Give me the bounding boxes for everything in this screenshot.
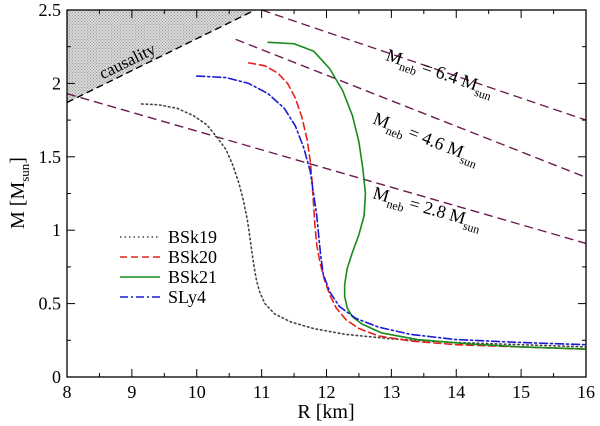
nebula-line-2 [67,93,586,245]
legend-label-sly4: SLy4 [168,287,206,307]
series-sly4 [195,75,586,346]
x-tick-label: 8 [63,382,72,402]
x-tick-label: 10 [188,382,206,402]
nebula-label-sub: sun [473,85,493,104]
nebula-label-2: Mneb = 2.8 Msun [370,183,484,237]
y-tick-label: 2.5 [39,0,62,20]
y-tick-label: 0 [52,367,61,387]
nebula-line-0 [261,10,586,121]
nebula-label-main: M [370,108,392,132]
y-axis-label-close: ] [7,157,29,164]
nebula-lines [67,10,586,245]
nebula-label-sub: neb [385,197,406,215]
nebula-label-0: Mneb = 6.4 Msun [382,45,496,104]
series-bsk21 [267,41,586,350]
y-tick-label: 1.5 [39,147,62,167]
causality-region [67,10,256,104]
y-axis-label-main: M [M [7,182,29,229]
y-axis-label: M [Msun] [7,157,32,229]
nebula-label-1: Mneb = 4.6 Msun [369,108,482,171]
nebula-label-sub: sun [458,152,479,171]
nebula-label-main: M [384,45,406,69]
y-tick-label: 0.5 [39,294,62,314]
series-bsk19 [140,103,586,348]
nebula-label-value: = 4.6 M [401,120,466,161]
nebula-label-value: = 2.8 M [403,192,468,228]
series-bsk20 [247,62,586,350]
x-tick-label: 9 [127,382,136,402]
y-axis-label-sub: sun [17,163,32,182]
y-tick-label: 1 [52,220,61,240]
y-tick-label: 2 [52,73,61,93]
legend-label-bsk20: BSk20 [168,247,217,267]
legend-label-bsk19: BSk19 [168,227,217,247]
x-axis-label: R [km] [297,401,354,423]
legend-label-bsk21: BSk21 [168,267,217,287]
nebula-label-sub: neb [384,123,405,142]
x-axis: 8 9 10 11 12 13 14 15 16 [63,10,595,402]
nebula-line-1 [235,38,586,179]
nebula-label-main: M [371,183,392,207]
y-axis: 0 0.5 1 1.5 2 2.5 [39,0,586,387]
x-tick-label: 13 [382,382,400,402]
x-tick-label: 11 [253,382,270,402]
x-tick-label: 16 [577,382,595,402]
eos-curves [140,41,586,350]
nebula-label-value: = 6.4 M [415,55,480,94]
nebula-label-sub: sun [461,219,481,237]
x-tick-label: 15 [512,382,530,402]
causality-line [67,10,256,104]
nebula-label-sub: neb [397,59,418,78]
x-tick-label: 12 [318,382,336,402]
x-tick-label: 14 [447,382,465,402]
